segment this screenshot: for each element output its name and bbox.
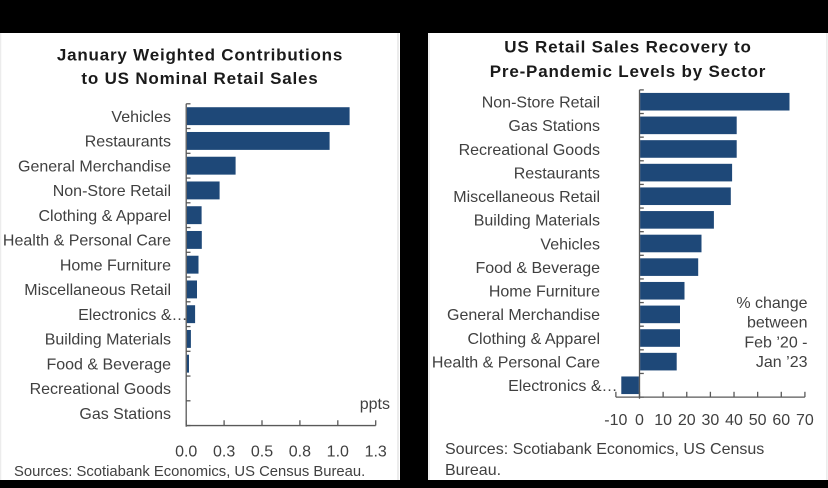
- svg-text:Electronics &…: Electronics &…: [78, 307, 187, 324]
- svg-text:Home Furniture: Home Furniture: [489, 284, 600, 301]
- svg-text:0.0: 0.0: [175, 444, 197, 461]
- svg-text:0: 0: [635, 412, 644, 429]
- svg-text:to US Nominal Retail Sales: to US Nominal Retail Sales: [81, 69, 318, 88]
- svg-text:1.3: 1.3: [365, 444, 387, 461]
- svg-text:Building Materials: Building Materials: [45, 332, 171, 349]
- svg-text:Restaurants: Restaurants: [85, 134, 171, 151]
- svg-text:Building Materials: Building Materials: [474, 213, 600, 230]
- svg-text:0.3: 0.3: [213, 444, 235, 461]
- svg-text:January Weighted Contributions: January Weighted Contributions: [57, 46, 343, 65]
- svg-text:% change: % change: [736, 295, 807, 312]
- svg-text:Electronics &…: Electronics &…: [508, 378, 617, 395]
- svg-text:General Merchandise: General Merchandise: [447, 307, 600, 324]
- svg-text:Restaurants: Restaurants: [514, 165, 600, 182]
- svg-text:between: between: [747, 315, 808, 332]
- svg-text:70: 70: [796, 412, 814, 429]
- svg-text:0.5: 0.5: [251, 444, 273, 461]
- svg-text:Pre-Pandemic Levels by Sector: Pre-Pandemic Levels by Sector: [490, 62, 766, 81]
- svg-text:Sources: Scotiabank Economics,: Sources: Scotiabank Economics, US Census…: [14, 464, 365, 480]
- svg-text:US Retail Sales Recovery to: US Retail Sales Recovery to: [504, 37, 751, 56]
- svg-text:General Merchandise: General Merchandise: [18, 158, 171, 175]
- svg-text:Vehicles: Vehicles: [111, 109, 171, 126]
- svg-text:ppts: ppts: [360, 396, 390, 413]
- svg-text:Health & Personal Care: Health & Personal Care: [3, 233, 171, 250]
- svg-text:30: 30: [701, 412, 719, 429]
- svg-text:Health & Personal Care: Health & Personal Care: [432, 354, 600, 371]
- svg-text:Food & Beverage: Food & Beverage: [475, 260, 600, 277]
- svg-text:Recreational Goods: Recreational Goods: [459, 142, 600, 159]
- svg-text:Bureau.: Bureau.: [445, 462, 501, 479]
- svg-text:Vehicles: Vehicles: [540, 236, 600, 253]
- svg-text:Food & Beverage: Food & Beverage: [46, 356, 171, 373]
- svg-text:Miscellaneous Retail: Miscellaneous Retail: [453, 189, 600, 206]
- svg-text:Feb ’20 -: Feb ’20 -: [744, 334, 807, 351]
- svg-text:Gas Stations: Gas Stations: [508, 118, 600, 135]
- svg-text:Non-Store Retail: Non-Store Retail: [482, 95, 600, 112]
- svg-text:10: 10: [654, 412, 672, 429]
- svg-text:Gas Stations: Gas Stations: [79, 406, 171, 423]
- svg-text:Recreational Goods: Recreational Goods: [30, 381, 171, 398]
- svg-text:Home Furniture: Home Furniture: [60, 257, 171, 274]
- svg-text:Miscellaneous Retail: Miscellaneous Retail: [24, 282, 171, 299]
- svg-text:Clothing & Apparel: Clothing & Apparel: [38, 208, 171, 225]
- svg-text:Jan ’23: Jan ’23: [756, 354, 808, 371]
- svg-text:60: 60: [772, 412, 790, 429]
- svg-text:-10: -10: [604, 412, 627, 429]
- svg-text:1.0: 1.0: [327, 444, 349, 461]
- svg-text:50: 50: [749, 412, 767, 429]
- svg-text:Sources: Scotiabank Economics,: Sources: Scotiabank Economics, US Census: [445, 441, 764, 458]
- svg-text:Clothing & Apparel: Clothing & Apparel: [467, 331, 600, 348]
- svg-text:Non-Store Retail: Non-Store Retail: [53, 183, 171, 200]
- svg-text:40: 40: [725, 412, 743, 429]
- svg-text:0.8: 0.8: [289, 444, 311, 461]
- svg-text:20: 20: [678, 412, 696, 429]
